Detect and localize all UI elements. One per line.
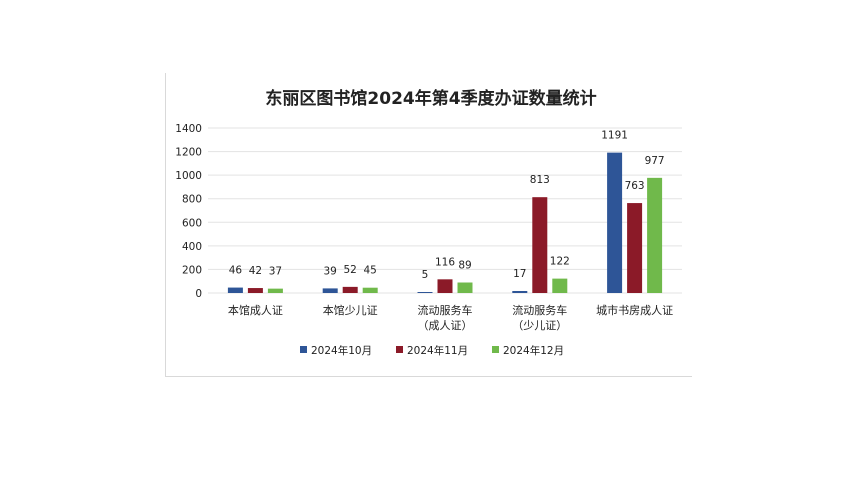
data-label: 45 (364, 265, 377, 277)
y-tick-label: 800 (182, 194, 202, 206)
y-tick-label: 0 (195, 288, 202, 300)
data-label: 42 (249, 265, 262, 277)
legend: 2024年10月 2024年11月 2024年12月 (300, 344, 564, 357)
bar (267, 288, 283, 293)
bar (552, 278, 568, 293)
y-tick-label: 200 (182, 264, 202, 276)
data-label: 52 (344, 264, 357, 276)
legend-swatch (300, 346, 307, 353)
y-tick-label: 400 (182, 241, 202, 253)
y-tick-label: 1400 (175, 123, 202, 135)
data-labels: 46 42 37 39 52 45 5 116 89 17 813 122 1191 763 977 (229, 130, 665, 281)
data-label: 763 (625, 180, 645, 192)
bar (627, 203, 643, 293)
y-axis-ticks: 0 200 400 600 800 1000 1200 1400 (175, 123, 202, 300)
legend-swatch (396, 346, 403, 353)
bar (417, 292, 433, 293)
legend-label: 2024年10月 (311, 344, 372, 357)
bar (227, 287, 243, 293)
chart-title: 东丽区图书馆2024年第4季度办证数量统计 (265, 88, 596, 109)
bar (322, 288, 338, 293)
bars (227, 152, 663, 293)
legend-label: 2024年11月 (407, 344, 468, 357)
bar (647, 177, 663, 293)
chart-frame: 东丽区图书馆2024年第4季度办证数量统计 0 200 400 600 800 1000 1… (165, 73, 692, 377)
data-label: 116 (435, 256, 455, 268)
bar (512, 290, 528, 293)
data-label: 5 (422, 269, 429, 281)
bar (607, 152, 623, 293)
x-category-label: 城市书房成人证 (596, 303, 673, 317)
data-label: 122 (550, 256, 570, 268)
x-category-label: 流动服务车 (418, 303, 473, 317)
y-tick-label: 1200 (175, 147, 202, 159)
y-tick-label: 600 (182, 217, 202, 229)
y-tick-label: 1000 (175, 170, 202, 182)
data-label: 46 (229, 265, 243, 277)
legend-swatch (492, 346, 499, 353)
x-category-label: （成人证） (418, 319, 473, 332)
data-label: 37 (269, 266, 282, 278)
bar (342, 286, 358, 293)
data-label: 17 (513, 268, 526, 280)
x-category-label: （少儿证） (512, 319, 567, 332)
data-label: 977 (645, 155, 665, 167)
legend-label: 2024年12月 (503, 344, 564, 357)
data-label: 813 (530, 174, 550, 186)
x-category-label: 本馆少儿证 (323, 303, 378, 317)
bar (457, 282, 473, 293)
bar (532, 197, 548, 293)
x-axis-categories: 本馆成人证 本馆少儿证 流动服务车 （成人证） 流动服务车 （少儿证） 城市书房成人证 (228, 303, 673, 332)
x-category-label: 本馆成人证 (228, 303, 283, 317)
bar (437, 279, 453, 293)
data-label: 1191 (601, 130, 628, 142)
bar-chart: 东丽区图书馆2024年第4季度办证数量统计 0 200 400 600 800 1000 1… (175, 88, 682, 357)
data-label: 39 (324, 265, 337, 277)
bar (362, 287, 378, 293)
bar (247, 288, 263, 293)
x-category-label: 流动服务车 (512, 303, 567, 317)
data-label: 89 (458, 260, 471, 272)
gridlines (208, 127, 682, 294)
